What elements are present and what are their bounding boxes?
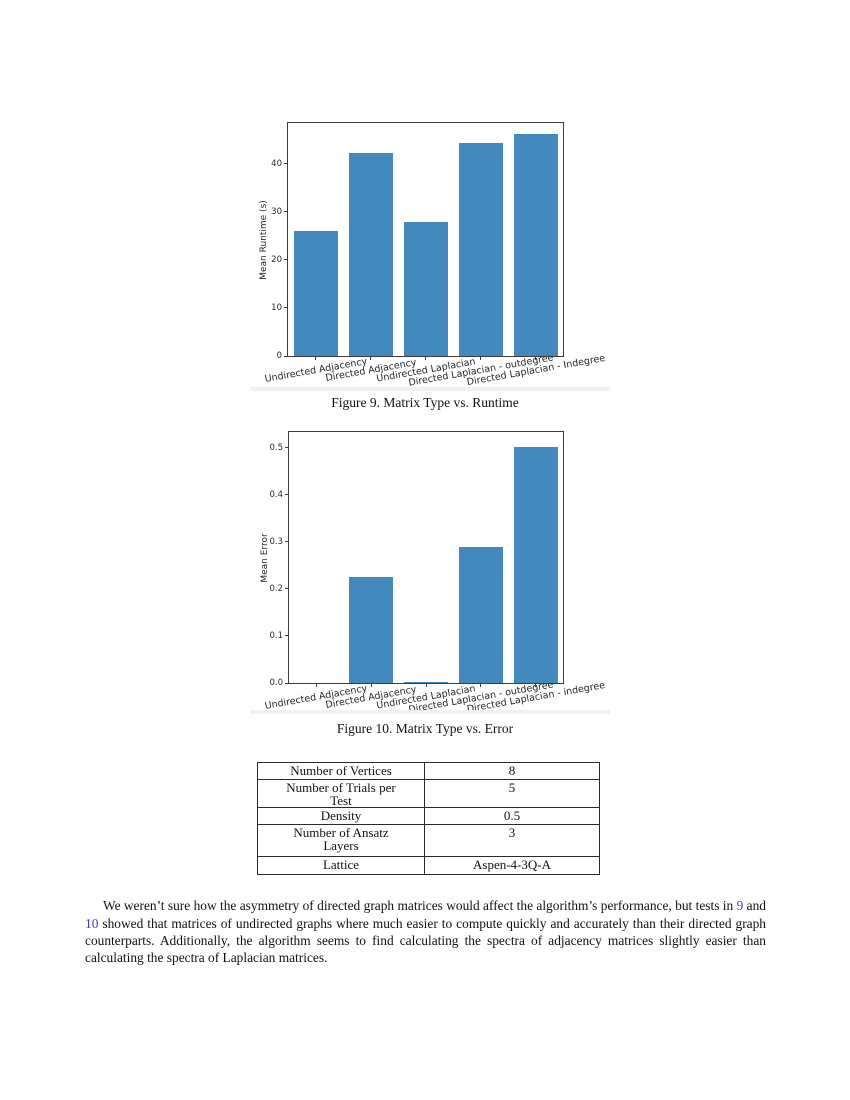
y-tick-mark bbox=[284, 307, 288, 309]
bar-directed-adjacency bbox=[348, 153, 393, 356]
ref-link-10[interactable]: 10 bbox=[85, 915, 99, 931]
x-tick-mark bbox=[370, 683, 372, 687]
y-tick-mark bbox=[285, 635, 289, 637]
y-tick-mark bbox=[285, 447, 289, 449]
paragraph-text: We weren’t sure how the asymmetry of dir… bbox=[103, 898, 737, 914]
y-tick-mark bbox=[285, 541, 289, 543]
y-tick-mark bbox=[284, 163, 288, 165]
ref-link-9[interactable]: 9 bbox=[736, 898, 744, 914]
figure-10-caption: Figure 10. Matrix Type vs. Error bbox=[336, 721, 514, 736]
x-tick-mark bbox=[315, 356, 316, 360]
bar-undirected-laplacian bbox=[403, 221, 448, 356]
y-tick-mark bbox=[284, 211, 288, 213]
y-tick-mark bbox=[285, 494, 289, 496]
table-row-label: Density bbox=[257, 807, 425, 825]
figure-10-plot-area: Mean Error Undirected Adjacency Directed … bbox=[260, 431, 606, 716]
y-tick-label: 0 bbox=[276, 351, 282, 361]
x-tick-mark bbox=[535, 356, 536, 360]
table-row: Number of Trials per Test 5 bbox=[257, 779, 600, 808]
table-row: Lattice Aspen-4-3Q-A bbox=[257, 856, 600, 875]
x-tick-mark bbox=[425, 683, 427, 687]
y-tick-label: 0.4 bbox=[269, 489, 283, 500]
figure-9-y-axis-label: Mean Runtime (s) bbox=[259, 200, 269, 280]
y-tick-label: 0.5 bbox=[269, 442, 283, 453]
bar-undirected-laplacian bbox=[404, 681, 448, 683]
bar-directed-laplacian-outdegree bbox=[458, 546, 503, 683]
body-paragraph: We weren’t sure how the asymmetry of dir… bbox=[85, 897, 766, 966]
paragraph-text: and bbox=[743, 898, 766, 914]
y-tick-mark bbox=[285, 588, 289, 590]
y-tick-label: 10 bbox=[271, 302, 282, 313]
figure-10-bottom-band bbox=[250, 710, 610, 714]
figure-9-caption: Figure 9. Matrix Type vs. Runtime bbox=[331, 395, 519, 410]
y-tick-label: 0.2 bbox=[269, 583, 283, 594]
y-tick-mark bbox=[284, 259, 288, 261]
figure-9-plot-area: Mean Runtime (s) Undirected Adjacency Dir… bbox=[259, 122, 606, 389]
x-tick-mark bbox=[370, 356, 371, 360]
table-row: Density 0.5 bbox=[257, 807, 600, 825]
table-row-value: 8 bbox=[424, 762, 600, 780]
bar-directed-laplacian-outdegree bbox=[458, 142, 503, 356]
table-row-value: 0.5 bbox=[424, 807, 600, 825]
y-tick-label: 0.1 bbox=[269, 630, 283, 641]
table-row: Number of Vertices 8 bbox=[257, 762, 600, 780]
table-row-value: Aspen-4-3Q-A bbox=[424, 856, 600, 875]
table-row-label: Number of Ansatz Layers bbox=[257, 824, 425, 857]
x-tick-mark bbox=[425, 356, 426, 360]
table-row-value: 3 bbox=[424, 824, 600, 857]
bar-directed-laplacian-indegree bbox=[513, 133, 558, 356]
table-row-label: Number of Vertices bbox=[257, 762, 425, 780]
table-row-label: Number of Trials per Test bbox=[257, 779, 425, 808]
x-tick-mark bbox=[480, 683, 482, 687]
x-tick-mark bbox=[315, 683, 317, 687]
y-tick-label: 0.3 bbox=[269, 536, 283, 547]
parameters-table: Number of Vertices 8 Number of Trials per … bbox=[257, 762, 600, 875]
bar-directed-laplacian-indegree bbox=[513, 446, 558, 683]
x-tick-mark bbox=[535, 683, 537, 687]
y-tick-label: 30 bbox=[271, 206, 282, 217]
y-tick-mark bbox=[284, 355, 288, 357]
table-row-label: Lattice bbox=[257, 856, 425, 875]
y-tick-mark bbox=[285, 682, 289, 684]
y-tick-label: 20 bbox=[271, 254, 282, 265]
bar-directed-adjacency bbox=[349, 576, 394, 683]
y-tick-label: 0.0 bbox=[269, 678, 283, 688]
figure-9-bottom-band bbox=[250, 387, 610, 391]
y-tick-label: 40 bbox=[271, 158, 282, 169]
y-axis-label-text: Mean Runtime (s) bbox=[259, 199, 269, 280]
table-row-value: 5 bbox=[424, 779, 600, 808]
table-row: Number of Ansatz Layers 3 bbox=[257, 824, 600, 857]
paragraph-text: showed that matrices of undirected graph… bbox=[85, 915, 766, 965]
x-tick-mark bbox=[480, 356, 481, 360]
bar-undirected-adjacency bbox=[293, 231, 338, 356]
